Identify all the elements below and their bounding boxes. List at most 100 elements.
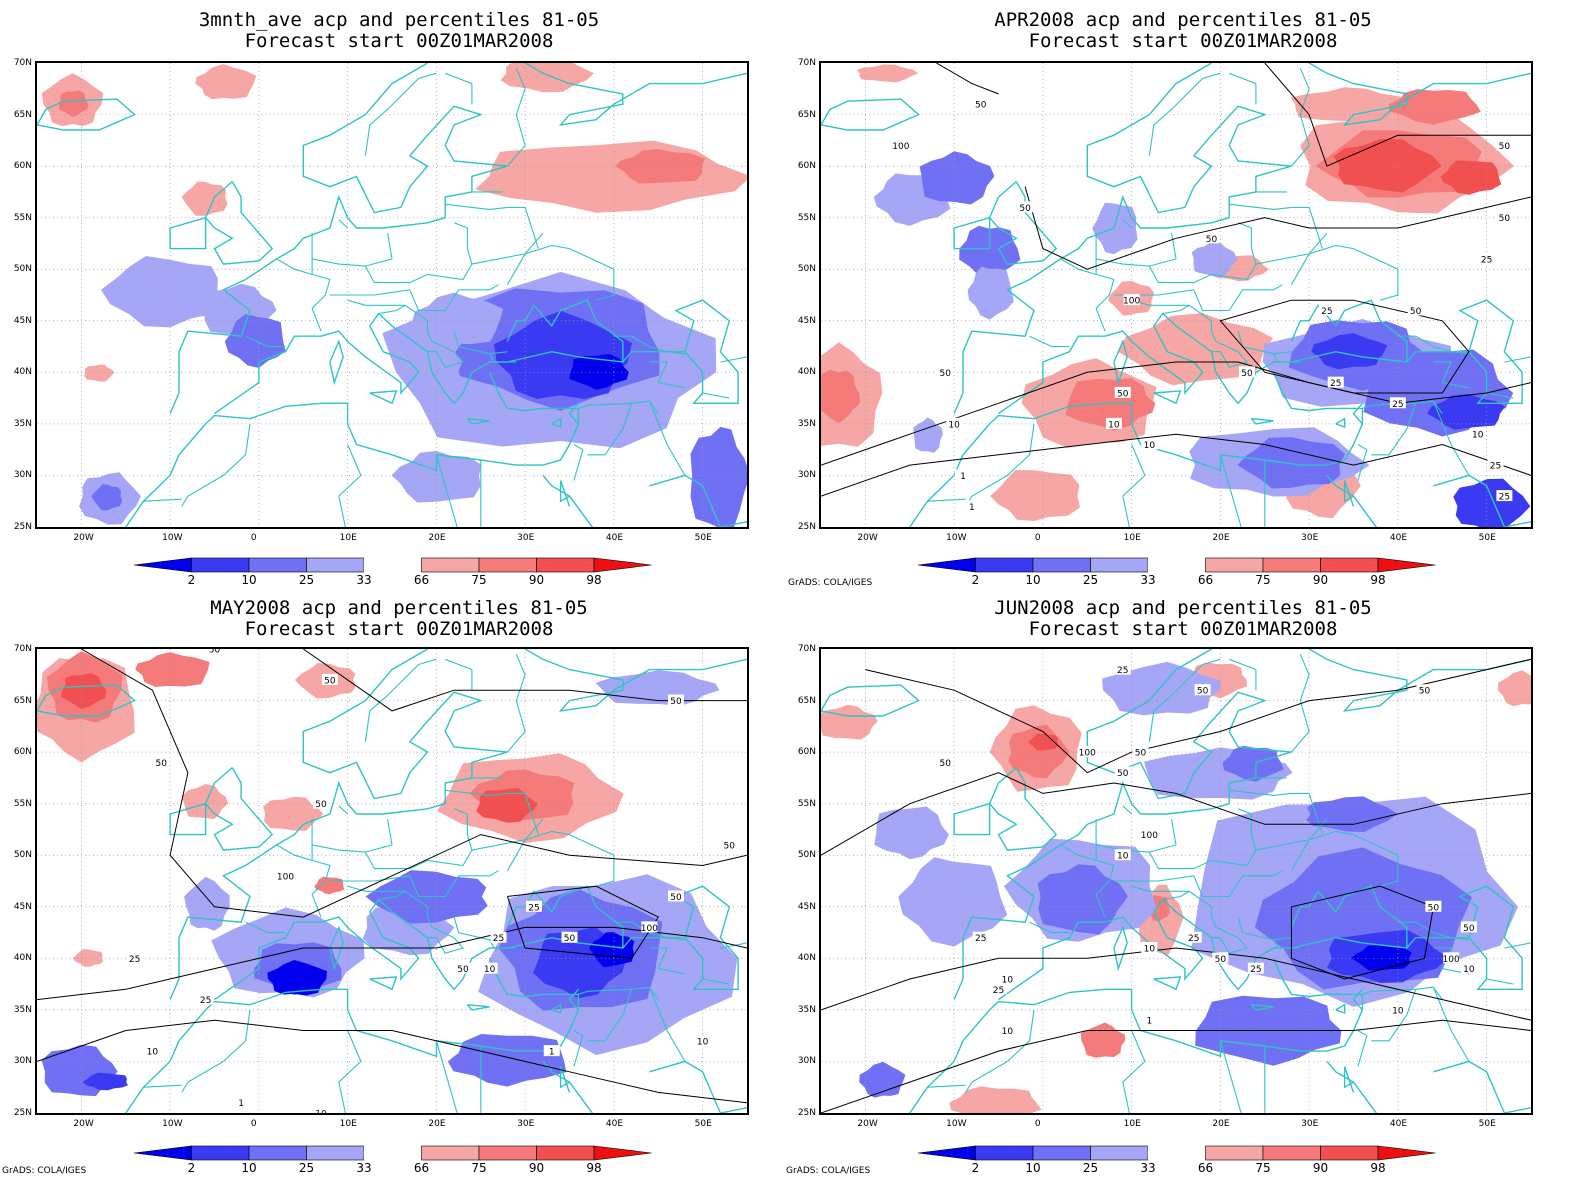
lat-tick-label: 70N — [797, 58, 816, 68]
shading-patch — [990, 470, 1081, 521]
lat-tick-label: 55N — [797, 798, 816, 809]
border-line — [1219, 454, 1242, 527]
svg-text:50: 50 — [315, 800, 327, 810]
contour-label: 1 — [233, 1096, 250, 1109]
coastline — [1326, 1060, 1355, 1093]
border-line — [453, 330, 508, 355]
coastline — [1113, 339, 1128, 386]
svg-text:50: 50 — [457, 965, 469, 975]
lon-tick-label: 30E — [1301, 533, 1319, 543]
svg-text:10: 10 — [1002, 975, 1014, 985]
colorbar-segment — [1205, 557, 1264, 573]
colorbar-tick-label: 75 — [1255, 573, 1271, 587]
coastline — [369, 976, 398, 991]
coastline — [953, 803, 991, 836]
svg-text:50: 50 — [1499, 142, 1511, 152]
svg-text:50: 50 — [1206, 235, 1218, 245]
coastline — [1352, 1081, 1378, 1113]
lat-tick-label: 55N — [13, 212, 32, 223]
contour-label: 50 — [668, 890, 684, 903]
border-line — [1113, 875, 1194, 882]
lon-tick-label: 20E — [1212, 1119, 1230, 1129]
border-line — [720, 356, 747, 363]
contour-label: 25 — [1478, 252, 1495, 265]
grads-credit: GrADS: COLA/IGES — [786, 1166, 871, 1176]
svg-text:50: 50 — [1215, 955, 1227, 965]
lon-tick-label: 40E — [1389, 1119, 1408, 1129]
coastline — [1308, 649, 1531, 712]
border-line — [1357, 1030, 1368, 1067]
lon-tick-label: 0 — [1034, 533, 1041, 543]
svg-text:50: 50 — [940, 369, 952, 379]
border-line — [245, 921, 286, 934]
coastline — [329, 925, 344, 972]
lat-tick-label: 45N — [797, 901, 816, 912]
coastline — [622, 885, 739, 990]
svg-text:50: 50 — [1499, 214, 1511, 224]
border-line — [507, 206, 539, 249]
coastline — [821, 98, 920, 131]
coastline — [169, 63, 508, 414]
coastline — [1335, 1003, 1346, 1014]
contour-label: 100 — [1079, 746, 1096, 759]
border-line — [338, 805, 348, 815]
border-line — [702, 392, 730, 399]
border-line — [435, 1040, 458, 1113]
contour-label: 10 — [1105, 417, 1122, 430]
shading-patch — [913, 417, 943, 453]
shading-patch — [181, 784, 228, 820]
colorbar-segment — [421, 1145, 480, 1161]
shading-patch — [1306, 796, 1398, 833]
colorbar-segment — [1148, 558, 1206, 572]
colorbar — [917, 1145, 1436, 1161]
border-line — [364, 808, 473, 870]
border-line — [1122, 219, 1132, 229]
panel-title-line2: Forecast start 00Z01MAR2008 — [1028, 30, 1338, 52]
map-canvas: 50 50 50 50 50 100 50 25 25 100 50 50 25 10 1 25 10 1 10 50… — [37, 649, 747, 1113]
border-line — [347, 885, 406, 892]
border-line — [329, 875, 410, 882]
shading-patch — [569, 354, 629, 390]
contour-line — [865, 658, 1531, 774]
border-line — [1148, 222, 1257, 284]
lon-tick-label: 40E — [605, 1119, 624, 1129]
svg-text:100: 100 — [892, 142, 909, 152]
svg-text:1: 1 — [549, 1048, 555, 1058]
panel-title-line1: 3mnth_ave acp and percentiles 81-05 — [198, 9, 600, 31]
svg-text:10: 10 — [697, 1037, 709, 1047]
border-line — [311, 819, 393, 853]
border-line — [1131, 885, 1190, 892]
contour-line — [506, 885, 660, 959]
lon-tick-label: 20W — [857, 1119, 878, 1129]
svg-text:25: 25 — [1321, 307, 1332, 317]
shading-patch — [500, 63, 594, 93]
shading-patch — [135, 652, 210, 687]
contour-label: 100 — [1141, 828, 1158, 841]
lat-tick-label: 65N — [797, 109, 816, 120]
colorbar-tick-label: 75 — [471, 1161, 487, 1175]
contour-label: 10 — [999, 1024, 1016, 1037]
shading-patch — [1222, 745, 1284, 782]
colorbar-tick-label: 90 — [528, 573, 545, 587]
shading-patch — [1065, 378, 1156, 431]
coastline — [1406, 885, 1523, 990]
shading-patch — [391, 450, 482, 503]
border-line — [181, 423, 251, 507]
colorbar-segment — [1320, 1145, 1379, 1161]
colorbar-tick-label: 75 — [1255, 1161, 1271, 1175]
panel-apr2008: APR2008 acp and percentiles 81-05 Foreca… — [784, 0, 1582, 598]
shading-patch — [967, 266, 1014, 320]
svg-text:100: 100 — [1079, 749, 1096, 759]
svg-text:25: 25 — [1490, 462, 1501, 472]
border-line — [364, 72, 437, 156]
svg-text:50: 50 — [1197, 687, 1209, 697]
shading-patch — [959, 225, 1021, 280]
svg-text:50: 50 — [1117, 389, 1129, 399]
border-line — [409, 284, 499, 312]
border-line — [1504, 942, 1531, 949]
lon-tick-label: 10E — [339, 1119, 357, 1129]
colorbar-segment — [248, 557, 307, 573]
lon-tick-label: 10E — [1123, 533, 1141, 543]
coastline — [125, 372, 580, 527]
colorbar-tick-label: 10 — [241, 573, 257, 587]
